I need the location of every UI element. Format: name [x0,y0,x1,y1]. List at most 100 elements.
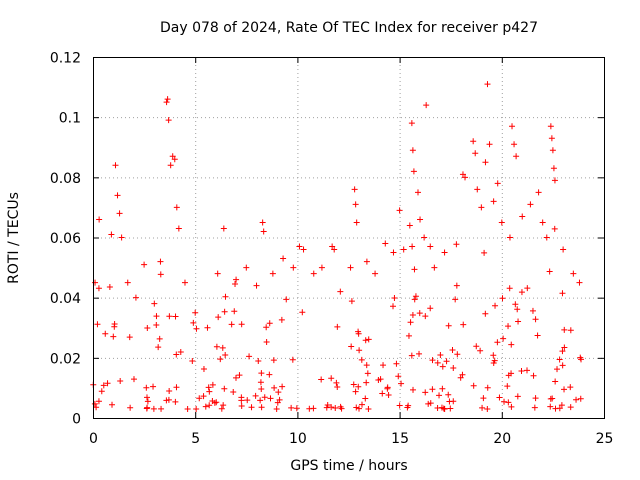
data-point [96,216,103,223]
data-point [551,177,558,184]
data-point [406,222,413,229]
background-scatter-markers [90,225,585,412]
data-point [318,264,325,271]
data-point [513,153,520,160]
data-point [260,228,267,235]
data-point [300,246,307,253]
data-point [331,246,338,253]
data-point [421,234,428,241]
data-point [116,210,123,217]
data-point [576,279,583,286]
data-point [427,243,434,250]
data-point [543,234,550,241]
data-points [92,81,583,337]
data-point [498,219,505,226]
data-point [352,201,359,208]
data-point [527,201,534,208]
data-point [163,99,170,106]
data-point [560,246,567,253]
data-point [167,162,174,169]
y-axis-label: ROTI / TECUs [6,192,22,284]
data-point [472,150,479,157]
data-point [353,219,360,226]
data-point [181,279,188,286]
data-point [220,225,227,232]
data-point [233,276,240,283]
data-point [112,162,119,169]
data-point [114,192,121,199]
data-point [459,171,466,178]
data-point [337,288,344,295]
data-point [214,270,221,277]
y-tick-label: 0.02 [50,351,81,367]
data-point [290,264,297,271]
data-point [423,102,430,109]
data-point [511,141,518,148]
chart-title: Day 078 of 2024, Rate Of TEC Index for r… [160,20,538,36]
data-point [539,219,546,226]
data-point [280,255,287,262]
data-point [570,270,577,277]
data-point [141,261,148,268]
data-point [243,264,250,271]
data-point [494,180,501,187]
data-point [470,138,477,145]
data-point [453,282,460,289]
data-point [549,147,556,154]
y-tick-label: 0 [72,412,81,428]
data-point [269,270,276,277]
data-point [132,294,139,301]
background-scatter-cloud [90,225,585,412]
data-point [310,270,317,277]
y-tick-label: 0.1 [59,111,81,127]
data-point [547,123,554,130]
data-point [363,258,370,265]
data-point [175,225,182,232]
data-point [410,168,417,175]
data-point [382,240,389,247]
x-tick-label: 5 [191,431,200,447]
data-point [474,186,481,193]
data-point [462,174,469,181]
data-point [192,309,199,316]
data-point [169,153,176,160]
data-point [124,279,131,286]
data-point [506,234,513,241]
data-point [431,264,438,271]
data-point [550,165,557,172]
x-tick-label: 0 [89,431,98,447]
data-point [259,219,266,226]
data-point [509,123,516,130]
data-point [296,243,303,250]
y-tick-label: 0.12 [50,51,81,67]
data-point [535,189,542,196]
data-point [441,249,448,256]
data-point [92,279,99,286]
data-point [171,156,178,163]
data-point [414,189,421,196]
y-tick-label: 0.06 [50,231,81,247]
data-point [372,270,379,277]
data-point [108,231,115,238]
data-point [519,213,526,220]
x-tick-label: 15 [391,431,409,447]
data-point [484,81,491,88]
data-point [347,264,354,271]
data-point [204,324,211,331]
y-tick-label: 0.08 [50,171,81,187]
y-tick-label: 0.04 [50,291,81,307]
data-point [151,300,158,307]
data-point [417,216,424,223]
data-point [164,96,171,103]
data-point [390,249,397,256]
data-point [482,159,489,166]
data-point [157,258,164,265]
data-point [409,147,416,154]
data-point [478,204,485,211]
x-axis-label: GPS time / hours [290,458,407,474]
grid-lines [93,57,604,418]
data-point [400,246,407,253]
data-point [486,141,493,148]
x-tick-label: 25 [596,431,614,447]
